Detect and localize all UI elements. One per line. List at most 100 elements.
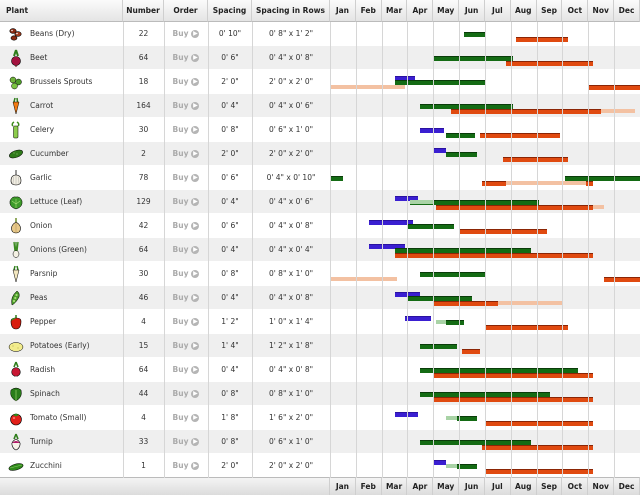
buy-button[interactable]: Buy ▶ (173, 461, 200, 470)
plant-name[interactable]: Brussels Sprouts (30, 77, 93, 86)
plant-name[interactable]: Lettuce (Leaf) (30, 197, 83, 206)
header-spacing[interactable]: Spacing (208, 0, 252, 22)
table-row[interactable]: Pepper 4 Buy ▶ 1' 2" 1' 0" x 1' 4" (0, 310, 640, 333)
order-cell: Buy ▶ (164, 238, 208, 261)
plant-name[interactable]: Turnip (30, 437, 53, 446)
buy-button[interactable]: Buy ▶ (173, 221, 200, 230)
sow-indoors-bar (368, 244, 405, 249)
transplant-bar (420, 272, 485, 277)
table-row[interactable]: Turnip 33 Buy ▶ 0' 8" 0' 6" x 1' 0" (0, 430, 640, 453)
plant-name[interactable]: Parsnip (30, 269, 58, 278)
plant-spacing-rows: 0' 4" x 0' 6" (268, 101, 314, 110)
grid-line (511, 22, 512, 478)
table-row[interactable]: Carrot 164 Buy ▶ 0' 4" 0' 4" x 0' 6" (0, 94, 640, 117)
buy-button[interactable]: Buy ▶ (173, 29, 200, 38)
plant-spacing-rows: 0' 4" x 0' 4" (268, 245, 314, 254)
table-row[interactable]: Celery 30 Buy ▶ 0' 8" 0' 6" x 1' 0" (0, 118, 640, 141)
buy-button[interactable]: Buy ▶ (173, 365, 200, 374)
grid-line (123, 22, 124, 478)
plant-number: 42 (138, 221, 149, 230)
plant-name[interactable]: Zucchini (30, 461, 62, 470)
plant-spacing: 0' 6" (221, 221, 239, 230)
plant-name[interactable]: Garlic (30, 173, 52, 182)
buy-button[interactable]: Buy ▶ (173, 197, 200, 206)
transplant-bar (410, 200, 540, 205)
plant-name[interactable]: Cucumber (30, 149, 69, 158)
plant-name[interactable]: Peas (30, 293, 48, 302)
header-spacing-rows[interactable]: Spacing in Rows (252, 0, 330, 22)
sow-indoors-bar (433, 460, 447, 465)
header-plant[interactable]: Plant (0, 0, 123, 22)
turnip-icon (8, 433, 24, 451)
table-row[interactable]: Cucumber 2 Buy ▶ 2' 0" 2' 0" x 2' 0" (0, 142, 640, 165)
header-month-oct: Oct (562, 0, 589, 22)
chevron-right-icon: ▶ (191, 437, 200, 446)
buy-button[interactable]: Buy ▶ (173, 437, 200, 446)
transplant-bar (446, 320, 465, 325)
plant-name[interactable]: Spinach (30, 389, 60, 398)
buy-button[interactable]: Buy ▶ (173, 101, 200, 110)
buy-button[interactable]: Buy ▶ (173, 53, 200, 62)
table-row[interactable]: Spinach 44 Buy ▶ 0' 8" 0' 8" x 1' 0" (0, 382, 640, 405)
table-row[interactable]: Garlic 78 Buy ▶ 0' 6" 0' 4" x 0' 10" (0, 166, 640, 189)
table-row[interactable]: Zucchini 1 Buy ▶ 2' 0" 2' 0" x 2' 0" (0, 454, 640, 477)
table-row[interactable]: Lettuce (Leaf) 129 Buy ▶ 0' 4" 0' 4" x 0' 6" (0, 190, 640, 213)
table-row[interactable]: Tomato (Small) 4 Buy ▶ 1' 8" 1' 6" x 2' 0" (0, 406, 640, 429)
plant-name[interactable]: Celery (30, 125, 55, 134)
plant-spacing: 2' 0" (221, 149, 239, 158)
table-row[interactable]: Onion 42 Buy ▶ 0' 6" 0' 4" x 0' 8" (0, 214, 640, 237)
buy-button[interactable]: Buy ▶ (173, 77, 200, 86)
buy-button[interactable]: Buy ▶ (173, 341, 200, 350)
grid-line (382, 22, 383, 478)
buy-button[interactable]: Buy ▶ (173, 149, 200, 158)
table-row[interactable]: Beans (Dry) 22 Buy ▶ 0' 10" 0' 8" x 1' 2" (0, 22, 640, 45)
buy-button[interactable]: Buy ▶ (173, 269, 200, 278)
harvest-bar (461, 349, 480, 354)
plant-name[interactable]: Beans (Dry) (30, 29, 75, 38)
transplant-bar (394, 80, 485, 85)
plant-name[interactable]: Radish (30, 365, 56, 374)
buy-button[interactable]: Buy ▶ (173, 293, 200, 302)
table-row[interactable]: Peas 46 Buy ▶ 0' 4" 0' 4" x 0' 8" (0, 286, 640, 309)
grid-line (588, 22, 589, 478)
buy-label: Buy (172, 269, 189, 278)
buy-button[interactable]: Buy ▶ (173, 317, 200, 326)
plant-spacing: 0' 4" (221, 197, 239, 206)
plant-name[interactable]: Tomato (Small) (30, 413, 87, 422)
table-row[interactable]: Parsnip 30 Buy ▶ 0' 8" 0' 8" x 1' 0" (0, 262, 640, 285)
table-row[interactable]: Potatoes (Early) 15 Buy ▶ 1' 4" 1' 2" x 1' 8" (0, 334, 640, 357)
plant-name[interactable]: Carrot (30, 101, 54, 110)
header-order[interactable]: Order (164, 0, 208, 22)
plant-name[interactable]: Potatoes (Early) (30, 341, 90, 350)
table-row[interactable]: Beet 64 Buy ▶ 0' 6" 0' 4" x 0' 8" (0, 46, 640, 69)
order-cell: Buy ▶ (164, 286, 208, 309)
table-row[interactable]: Radish 64 Buy ▶ 0' 4" 0' 4" x 0' 8" (0, 358, 640, 381)
plant-name[interactable]: Pepper (30, 317, 57, 326)
chevron-right-icon: ▶ (191, 173, 200, 182)
plant-spacing: 0' 6" (221, 53, 239, 62)
buy-button[interactable]: Buy ▶ (173, 413, 200, 422)
plant-number: 30 (138, 125, 149, 134)
grid-line (485, 22, 486, 478)
plant-spacing-rows: 0' 8" x 1' 2" (268, 29, 314, 38)
header-number[interactable]: Number (123, 0, 164, 22)
cucumber-icon (8, 145, 24, 163)
harvest-bar (433, 373, 594, 378)
buy-button[interactable]: Buy ▶ (173, 125, 200, 134)
table-row[interactable]: Brussels Sprouts 18 Buy ▶ 2' 0" 2' 0" x 2' 0" (0, 70, 640, 93)
plant-spacing-rows: 0' 4" x 0' 8" (268, 293, 314, 302)
grid-line (330, 22, 331, 478)
buy-button[interactable]: Buy ▶ (173, 173, 200, 182)
onion-icon (8, 217, 24, 235)
harvest-bar (394, 253, 594, 258)
plant-name[interactable]: Beet (30, 53, 48, 62)
sow-indoors-bar (368, 220, 413, 225)
buy-button[interactable]: Buy ▶ (173, 245, 200, 254)
chevron-right-icon: ▶ (191, 125, 200, 134)
plant-name[interactable]: Onions (Green) (30, 245, 87, 254)
table-row[interactable]: Onions (Green) 64 Buy ▶ 0' 4" 0' 4" x 0' 4" (0, 238, 640, 261)
harvest-extended-bar (330, 85, 405, 89)
plant-name[interactable]: Onion (30, 221, 53, 230)
footer-month-mar: Mar (381, 477, 408, 495)
buy-button[interactable]: Buy ▶ (173, 389, 200, 398)
